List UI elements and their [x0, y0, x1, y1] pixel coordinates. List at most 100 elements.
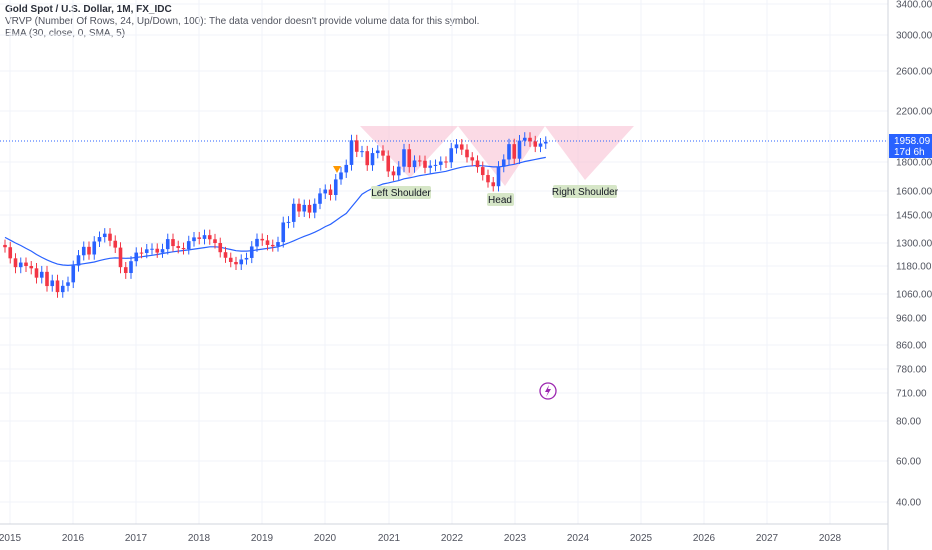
candle[interactable]: [108, 228, 112, 247]
candle[interactable]: [286, 216, 291, 229]
candle[interactable]: [60, 280, 65, 298]
candle[interactable]: [155, 243, 160, 258]
candle[interactable]: [213, 233, 217, 249]
candle[interactable]: [433, 159, 438, 172]
candle[interactable]: [386, 150, 391, 177]
candle[interactable]: [323, 184, 328, 199]
candle[interactable]: [454, 138, 459, 154]
candle[interactable]: [97, 231, 102, 247]
candle[interactable]: [160, 243, 165, 258]
candle[interactable]: [449, 142, 454, 169]
candle[interactable]: [50, 274, 55, 292]
candle[interactable]: [365, 145, 370, 171]
candle[interactable]: [171, 233, 175, 252]
candle[interactable]: [192, 231, 196, 247]
candle[interactable]: [312, 198, 317, 219]
candle[interactable]: [29, 261, 34, 275]
candle[interactable]: [234, 256, 238, 271]
candle[interactable]: [370, 147, 375, 171]
candle[interactable]: [307, 199, 312, 219]
candle[interactable]: [538, 138, 543, 153]
candle[interactable]: [55, 274, 60, 298]
candle[interactable]: [265, 234, 270, 251]
candle[interactable]: [13, 253, 18, 274]
candle[interactable]: [391, 165, 396, 181]
candle[interactable]: [328, 184, 333, 201]
candle[interactable]: [92, 236, 97, 260]
candle[interactable]: [71, 260, 76, 289]
candle[interactable]: [407, 143, 412, 173]
candle[interactable]: [465, 144, 469, 163]
candle[interactable]: [491, 177, 496, 192]
candle[interactable]: [123, 262, 128, 279]
candle[interactable]: [249, 241, 254, 264]
candle[interactable]: [528, 132, 532, 147]
price-axis[interactable]: 3400.00 3000.00 2600.00 2200.00 1800.00 1600.…: [896, 0, 932, 509]
candle[interactable]: [512, 138, 517, 165]
time-axis[interactable]: 2015 2016 2017 2018 2019 2020 2021 2022 2023 2024…: [0, 533, 842, 544]
candle[interactable]: [197, 231, 202, 245]
candle[interactable]: [34, 262, 39, 284]
candle[interactable]: [118, 242, 123, 274]
candle[interactable]: [381, 145, 385, 161]
candle[interactable]: [344, 159, 349, 178]
candle[interactable]: [144, 243, 149, 259]
candle[interactable]: [244, 252, 249, 265]
candle[interactable]: [87, 241, 91, 260]
candle[interactable]: [134, 247, 139, 267]
candle[interactable]: [223, 246, 228, 263]
head-label[interactable]: Head: [487, 193, 514, 206]
candle[interactable]: [423, 155, 427, 174]
candle[interactable]: [417, 155, 422, 167]
candle[interactable]: [228, 252, 233, 268]
candle[interactable]: [360, 145, 364, 158]
candlesticks[interactable]: [3, 132, 548, 298]
candle[interactable]: [260, 233, 265, 246]
candle[interactable]: [297, 198, 301, 217]
candle[interactable]: [412, 155, 417, 173]
candle[interactable]: [375, 145, 380, 159]
signal-marker-icon[interactable]: [333, 166, 341, 173]
symbol-title[interactable]: Gold Spot / U.S. Dollar, 1M, FX_IDC: [5, 4, 172, 15]
candle[interactable]: [276, 236, 280, 252]
candle[interactable]: [18, 257, 23, 274]
candle[interactable]: [270, 239, 275, 252]
candle[interactable]: [239, 254, 244, 271]
candle[interactable]: [102, 228, 107, 243]
candle[interactable]: [150, 243, 154, 255]
ema-indicator-label[interactable]: EMA (30, close, 0, SMA, 5): [5, 28, 126, 39]
candle[interactable]: [501, 154, 506, 173]
candle[interactable]: [81, 241, 86, 261]
candle[interactable]: [39, 265, 44, 284]
candle[interactable]: [8, 241, 13, 264]
right-shoulder-label[interactable]: Right Shoulder: [552, 185, 619, 198]
candle[interactable]: [281, 216, 286, 248]
candle[interactable]: [129, 256, 133, 279]
candle[interactable]: [517, 135, 522, 165]
candle[interactable]: [507, 138, 511, 165]
candle[interactable]: [76, 250, 81, 272]
candle[interactable]: [45, 265, 49, 292]
candle[interactable]: [302, 199, 307, 217]
left-shoulder-label[interactable]: Left Shoulder: [371, 186, 431, 199]
candle[interactable]: [480, 161, 485, 181]
candle[interactable]: [354, 134, 359, 158]
candle[interactable]: [165, 233, 170, 255]
candle[interactable]: [444, 156, 448, 169]
candle[interactable]: [543, 136, 548, 149]
candle[interactable]: [181, 242, 186, 255]
candle[interactable]: [176, 240, 181, 254]
candle[interactable]: [428, 160, 433, 174]
candle[interactable]: [139, 247, 144, 259]
candle[interactable]: [522, 132, 527, 147]
candle[interactable]: [533, 135, 538, 153]
candle[interactable]: [218, 237, 223, 258]
vrvp-indicator-label[interactable]: VRVP (Number Of Rows, 24, Up/Down, 100):…: [5, 16, 480, 27]
candle[interactable]: [339, 166, 343, 185]
candle[interactable]: [207, 229, 212, 245]
candle[interactable]: [349, 134, 354, 171]
candle[interactable]: [291, 198, 296, 228]
candle[interactable]: [438, 156, 443, 171]
candle[interactable]: [113, 235, 118, 253]
